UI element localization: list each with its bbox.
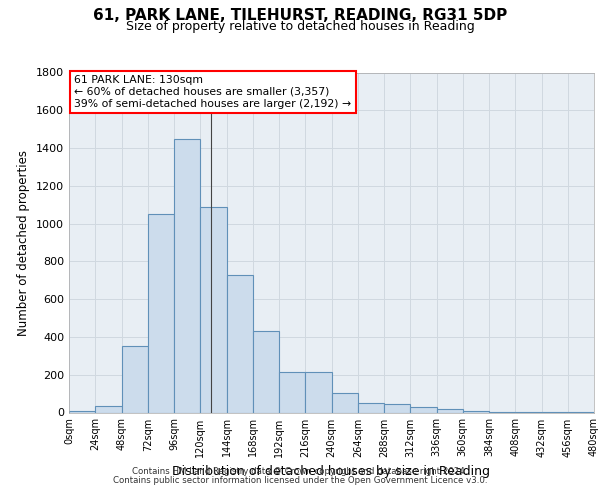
Bar [410, 407, 437, 412]
Bar [279, 372, 305, 412]
Bar [437, 408, 463, 412]
X-axis label: Distribution of detached houses by size in Reading: Distribution of detached houses by size … [173, 465, 491, 478]
Text: Contains public sector information licensed under the Open Government Licence v3: Contains public sector information licen… [113, 476, 487, 485]
Text: Contains HM Land Registry data © Crown copyright and database right 2024.: Contains HM Land Registry data © Crown c… [132, 467, 468, 476]
Text: Size of property relative to detached houses in Reading: Size of property relative to detached ho… [125, 20, 475, 33]
Y-axis label: Number of detached properties: Number of detached properties [17, 150, 31, 336]
Bar [305, 372, 331, 412]
Text: 61, PARK LANE, TILEHURST, READING, RG31 5DP: 61, PARK LANE, TILEHURST, READING, RG31 … [93, 8, 507, 22]
Bar [253, 332, 279, 412]
Bar [95, 406, 121, 412]
Bar [358, 403, 384, 412]
Bar [200, 206, 227, 412]
Text: 61 PARK LANE: 130sqm
← 60% of detached houses are smaller (3,357)
39% of semi-de: 61 PARK LANE: 130sqm ← 60% of detached h… [74, 76, 352, 108]
Bar [384, 404, 410, 412]
Bar [69, 410, 95, 412]
Bar [174, 138, 200, 412]
Bar [121, 346, 148, 412]
Bar [227, 274, 253, 412]
Bar [463, 411, 489, 412]
Bar [148, 214, 174, 412]
Bar [331, 392, 358, 412]
